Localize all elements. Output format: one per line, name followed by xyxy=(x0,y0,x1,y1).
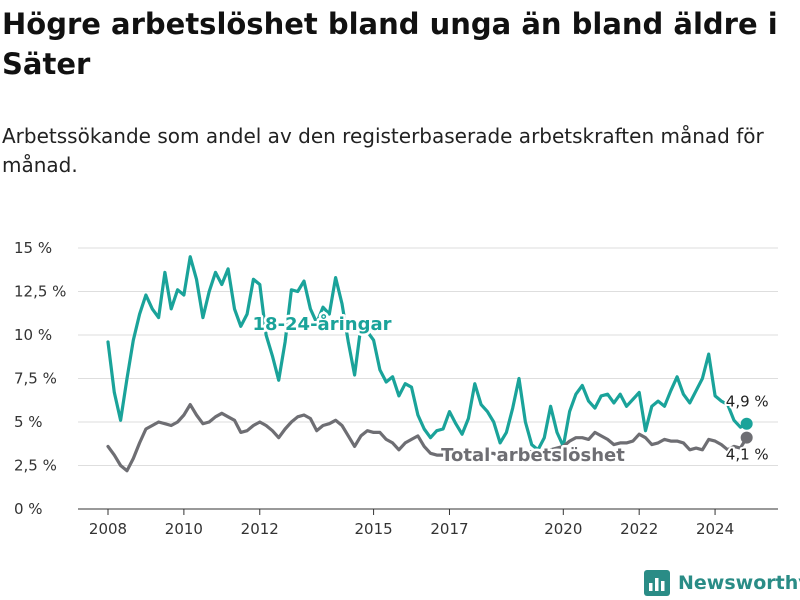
x-tick-label: 2020 xyxy=(544,520,582,538)
series-line-1 xyxy=(106,403,749,473)
chart-subtitle: Arbetssökande som andel av den registerb… xyxy=(2,124,764,177)
x-tick-label: 2010 xyxy=(165,520,203,538)
y-tick-label: 5 % xyxy=(14,413,43,431)
x-tick-label: 2024 xyxy=(696,520,734,538)
y-tick-label: 12,5 % xyxy=(14,283,66,301)
y-tick-label: 7,5 % xyxy=(14,370,57,388)
chart-title: Högre arbetslöshet bland unga än bland ä… xyxy=(2,7,778,81)
gridlines: 0 % 2,5 % 5 % 7,5 % 10 % 12,5 % 15 % xyxy=(14,239,778,518)
y-tick-label: 0 % xyxy=(14,500,43,518)
x-tick-label: 2017 xyxy=(430,520,468,538)
series-line-0 xyxy=(106,255,749,452)
brand-name: Newsworthy xyxy=(678,572,800,594)
series-name-label: Total arbetslöshet xyxy=(441,445,625,466)
series-end-label: 4,9 % xyxy=(726,393,769,411)
series-end-point xyxy=(740,417,753,430)
series-end-point xyxy=(740,431,753,444)
y-tick-label: 15 % xyxy=(14,239,52,257)
y-tick-label: 10 % xyxy=(14,326,52,344)
series-labels: 4,9 % 4,1 % 18-24-åringar Total arbetslöshe… xyxy=(250,311,771,469)
series-name-label: 18-24-åringar xyxy=(253,313,392,335)
x-axis: 2008 2010 2012 2015 2017 2020 2022 2024 xyxy=(89,509,734,538)
newsworthy-brand[interactable]: Newsworthy xyxy=(644,568,800,598)
x-tick-label: 2022 xyxy=(620,520,658,538)
x-tick-label: 2015 xyxy=(354,520,392,538)
bar-chart-logo-icon xyxy=(644,570,670,596)
x-tick-label: 2008 xyxy=(89,520,127,538)
series-lines xyxy=(106,255,753,473)
x-tick-label: 2012 xyxy=(241,520,279,538)
series-end-label: 4,1 % xyxy=(726,446,769,464)
y-tick-label: 2,5 % xyxy=(14,457,57,475)
